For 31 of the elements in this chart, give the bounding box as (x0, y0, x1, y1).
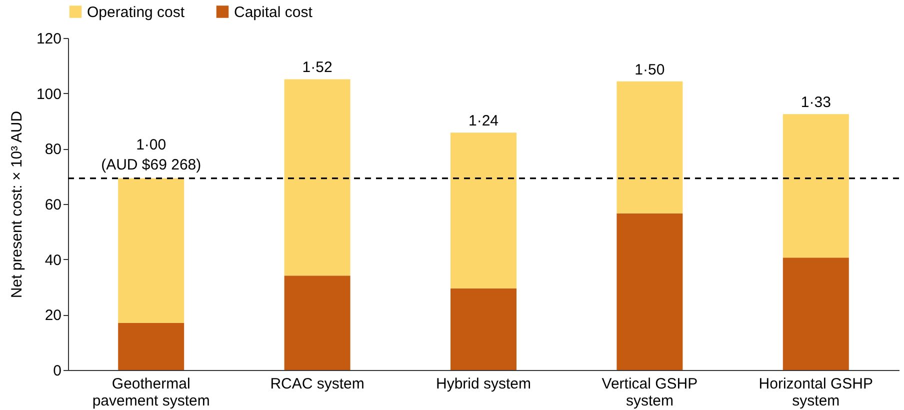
x-tick-label: RCAC system (270, 376, 364, 392)
bar (118, 322, 184, 370)
x-tick-label: Hybrid system (436, 376, 532, 392)
y-tick-label: 40 (44, 252, 62, 269)
x-tick-label: Horizontal GSHP system (758, 376, 874, 410)
x-tick-label: Vertical GSHP system (602, 376, 698, 410)
bar (450, 132, 516, 288)
y-axis-title: Net present cost: × 10³ AUD (8, 110, 26, 298)
total-label: 1·50 (634, 61, 665, 78)
total-label: 1·52 (302, 59, 332, 76)
annotation: (AUD $69 268) (101, 156, 202, 174)
total-label: 1·00 (136, 136, 166, 154)
bar (284, 79, 350, 276)
y-tick-label: 100 (36, 86, 62, 103)
y-tick-label: 120 (36, 30, 62, 48)
y-tick-label: 0 (53, 362, 62, 380)
y-tick-label: 20 (44, 307, 62, 324)
legend-label: Operating cost (87, 4, 186, 21)
total-label: 1·24 (468, 112, 499, 130)
bar (450, 288, 516, 370)
bar (782, 258, 849, 370)
bar (616, 213, 683, 370)
bar (284, 276, 350, 370)
bar (616, 81, 683, 214)
y-tick-label: 80 (44, 141, 62, 158)
bar (118, 178, 184, 323)
y-tick-label: 60 (44, 196, 62, 214)
total-label: 1·33 (800, 94, 831, 112)
legend-label: Capital cost (234, 4, 314, 21)
bar (782, 114, 849, 258)
x-tick-label: Geothermal pavement system (92, 376, 210, 410)
